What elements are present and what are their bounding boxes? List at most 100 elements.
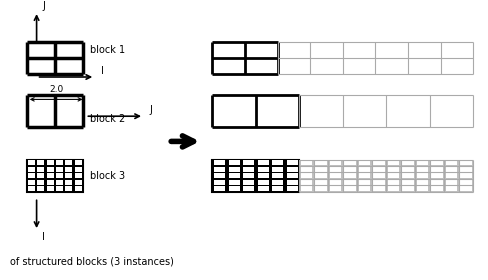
Bar — [417, 186, 428, 191]
Bar — [431, 167, 443, 172]
Bar — [65, 160, 73, 165]
Bar — [446, 186, 457, 191]
Bar — [228, 180, 240, 185]
Bar — [56, 180, 63, 185]
Bar — [47, 173, 54, 178]
Bar — [75, 180, 82, 185]
Bar — [301, 186, 312, 191]
Bar — [28, 180, 35, 185]
Bar — [258, 167, 268, 172]
Bar — [228, 160, 240, 165]
Bar — [27, 95, 83, 127]
Bar — [258, 180, 268, 185]
Bar — [28, 160, 35, 165]
Bar — [431, 160, 443, 165]
Bar — [47, 180, 54, 185]
Bar — [431, 179, 443, 185]
Bar — [286, 180, 298, 185]
Bar — [243, 173, 254, 178]
Bar — [56, 186, 63, 191]
Bar — [212, 95, 473, 127]
Bar — [27, 160, 83, 192]
Bar — [56, 160, 63, 165]
Bar — [402, 173, 414, 178]
Bar — [460, 179, 472, 185]
Bar — [402, 186, 414, 191]
Bar — [75, 160, 82, 165]
Bar — [272, 186, 283, 191]
Bar — [65, 173, 73, 178]
Bar — [228, 186, 240, 191]
Bar — [460, 160, 472, 165]
Bar — [65, 167, 73, 172]
Bar — [258, 160, 268, 165]
Text: block 3: block 3 — [90, 171, 125, 181]
Bar — [388, 167, 399, 172]
Bar — [315, 186, 327, 191]
Bar — [258, 173, 268, 178]
Bar — [330, 179, 342, 185]
Bar — [301, 179, 312, 185]
Bar — [402, 167, 414, 172]
Bar — [243, 180, 254, 185]
Bar — [28, 167, 35, 172]
Bar — [286, 186, 298, 191]
Bar — [373, 160, 385, 165]
Bar — [301, 173, 312, 178]
Bar — [37, 167, 44, 172]
Text: block 1: block 1 — [90, 45, 125, 55]
Bar — [214, 173, 225, 178]
Text: I: I — [101, 66, 104, 76]
Text: of structured blocks (3 instances): of structured blocks (3 instances) — [10, 256, 174, 266]
Bar — [388, 179, 399, 185]
Bar — [37, 160, 44, 165]
Bar — [359, 179, 370, 185]
Bar — [417, 167, 428, 172]
Bar — [212, 42, 473, 74]
Bar — [330, 173, 342, 178]
Bar — [214, 160, 225, 165]
Bar — [258, 186, 268, 191]
Text: 2.0: 2.0 — [49, 85, 63, 94]
Bar — [299, 160, 473, 192]
Bar — [446, 173, 457, 178]
Bar — [37, 173, 44, 178]
Bar — [228, 173, 240, 178]
Bar — [460, 167, 472, 172]
Bar — [417, 173, 428, 178]
Bar — [228, 167, 240, 172]
Bar — [460, 186, 472, 191]
Bar — [272, 180, 283, 185]
Bar — [402, 160, 414, 165]
Bar — [272, 167, 283, 172]
Bar — [460, 173, 472, 178]
Bar — [243, 160, 254, 165]
Bar — [373, 186, 385, 191]
Bar — [301, 167, 312, 172]
Bar — [344, 160, 356, 165]
Bar — [315, 179, 327, 185]
Bar — [286, 167, 298, 172]
Text: I: I — [42, 232, 45, 242]
Bar — [388, 186, 399, 191]
Bar — [402, 179, 414, 185]
Bar — [212, 160, 299, 192]
Bar — [65, 180, 73, 185]
Bar — [388, 173, 399, 178]
Bar — [65, 186, 73, 191]
Bar — [27, 42, 83, 74]
Bar — [243, 186, 254, 191]
Bar — [431, 173, 443, 178]
Bar — [330, 167, 342, 172]
Bar — [214, 180, 225, 185]
Bar — [75, 167, 82, 172]
Bar — [28, 173, 35, 178]
Bar — [315, 167, 327, 172]
Bar — [37, 186, 44, 191]
Bar — [301, 160, 312, 165]
Bar — [359, 160, 370, 165]
Bar — [344, 173, 356, 178]
Bar — [344, 167, 356, 172]
Bar — [373, 167, 385, 172]
Bar — [47, 160, 54, 165]
